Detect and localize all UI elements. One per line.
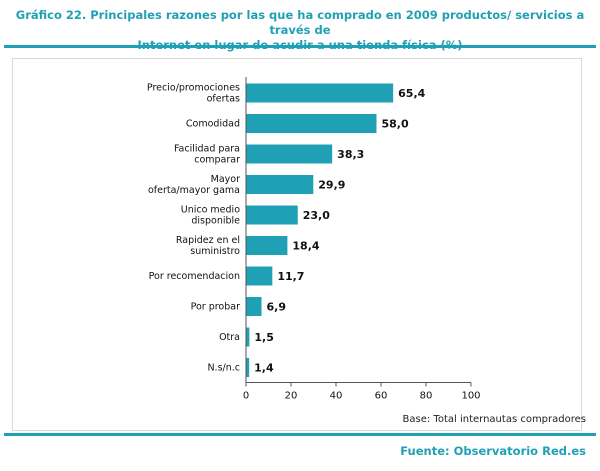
bottom-divider: [4, 433, 596, 436]
bar-7: [246, 297, 262, 316]
data-label-7: 6,9: [267, 301, 287, 314]
category-label-0: Precio/promociones ofertas: [147, 83, 240, 105]
bar-8: [246, 327, 250, 347]
bar-9: [246, 358, 250, 377]
x-tick-label-4: 80: [420, 391, 433, 402]
x-tick-label-0: 0: [243, 391, 249, 402]
bar-6: [246, 266, 273, 286]
bar-3: [246, 175, 314, 194]
x-tick-label-1: 20: [285, 391, 298, 402]
top-divider: [4, 45, 596, 48]
category-label-5: Rapidez en el suministro: [176, 235, 240, 257]
data-label-1: 58,0: [382, 118, 409, 131]
bar-2: [246, 144, 333, 164]
category-label-7: Por probar: [191, 302, 241, 313]
source-credit: Fuente: Observatorio Red.es: [400, 444, 586, 458]
data-label-3: 29,9: [318, 179, 345, 192]
data-label-5: 18,4: [292, 240, 319, 253]
bar-1: [246, 114, 377, 133]
chart-title-line-1: Gráfico 22. Principales razones por las …: [15, 8, 585, 37]
chart-frame: [12, 58, 582, 431]
base-note: Base: Total internautas compradores: [402, 414, 586, 425]
data-label-8: 1,5: [254, 331, 274, 344]
category-label-3: Mayor oferta/mayor gama: [148, 174, 240, 196]
bar-5: [246, 236, 288, 255]
category-label-6: Por recomendacion: [149, 271, 240, 282]
data-label-9: 1,4: [254, 362, 274, 375]
data-label-4: 23,0: [303, 209, 330, 222]
data-label-6: 11,7: [277, 270, 304, 283]
x-tick-label-5: 100: [461, 391, 480, 402]
category-label-1: Comodidad: [186, 119, 240, 130]
data-label-0: 65,4: [398, 87, 425, 100]
x-tick-label-2: 40: [330, 391, 343, 402]
x-tick-label-3: 60: [375, 391, 388, 402]
category-label-8: Otra: [219, 332, 240, 343]
category-label-9: N.s/n.c: [207, 363, 240, 374]
category-label-4: Unico medio disponible: [181, 205, 240, 227]
bar-4: [246, 205, 298, 225]
category-label-2: Facilidad para comparar: [174, 144, 240, 166]
data-label-2: 38,3: [337, 148, 364, 161]
bar-0: [246, 83, 394, 103]
